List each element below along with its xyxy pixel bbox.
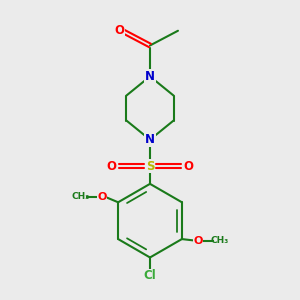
Text: O: O: [194, 236, 203, 245]
Text: O: O: [183, 160, 193, 173]
Text: CH₃: CH₃: [210, 236, 228, 245]
Text: O: O: [114, 24, 124, 37]
Text: CH₃: CH₃: [72, 193, 90, 202]
Text: N: N: [145, 70, 155, 83]
Text: O: O: [97, 192, 106, 202]
Text: N: N: [145, 133, 155, 146]
Text: Cl: Cl: [144, 269, 156, 282]
Text: S: S: [146, 160, 154, 173]
Text: O: O: [107, 160, 117, 173]
